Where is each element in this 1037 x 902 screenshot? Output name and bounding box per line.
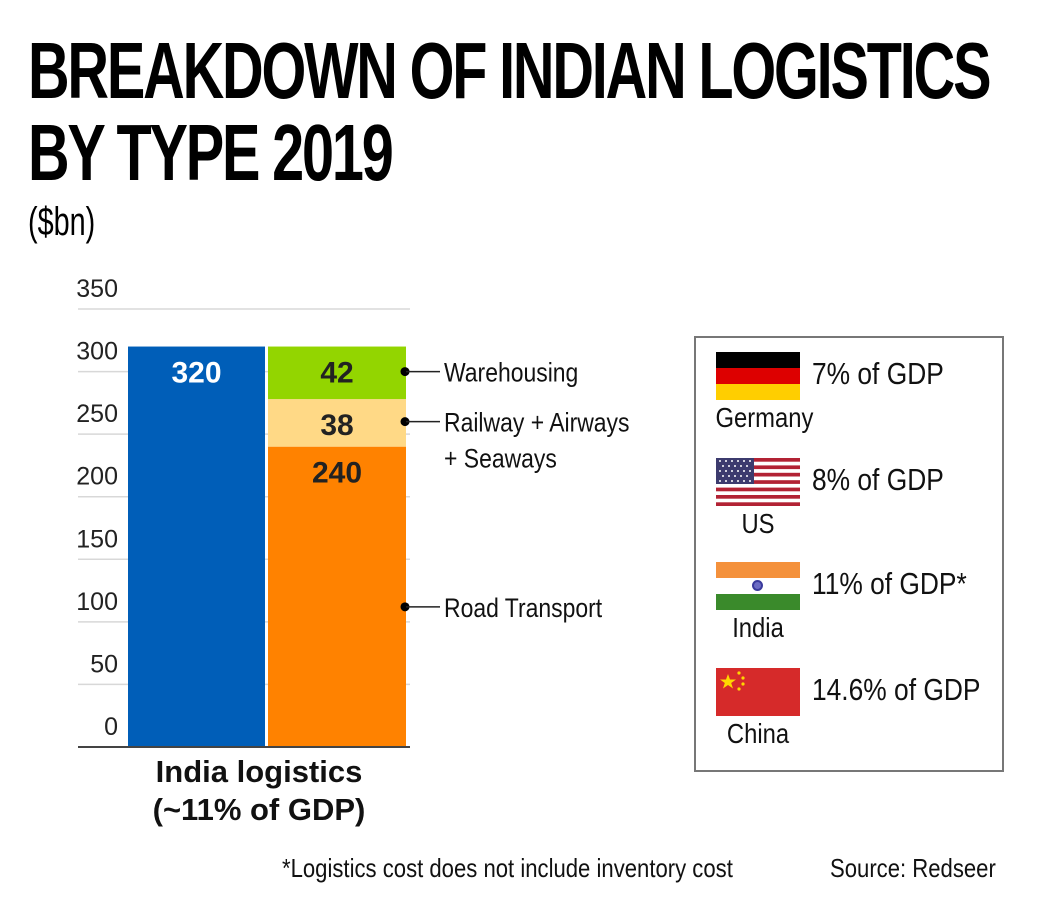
category-label-line-2: (~11% of GDP) bbox=[153, 792, 366, 827]
legend-country: China bbox=[726, 718, 790, 749]
legend-value: 14.6% of GDP bbox=[812, 672, 981, 707]
y-tick-label: 250 bbox=[76, 400, 118, 428]
bar-segment-road-transport bbox=[268, 446, 406, 747]
us-flag-icon bbox=[716, 458, 800, 506]
gdp-legend: 7% of GDP Germany bbox=[694, 336, 1004, 772]
unit-label: ($bn) bbox=[28, 200, 96, 244]
y-tick-label: 350 bbox=[76, 275, 118, 303]
annotation-label: Warehousing bbox=[444, 358, 578, 388]
bar-segment-warehousing bbox=[268, 346, 406, 400]
annotation-dot bbox=[400, 367, 410, 377]
title-line-1: BREAKDOWN OF INDIAN LOGISTICS bbox=[28, 26, 991, 115]
bar-total-label: 320 bbox=[171, 357, 221, 390]
bars: 320 240 38 42 bbox=[128, 346, 406, 747]
legend-value: 8% of GDP bbox=[812, 462, 944, 497]
y-tick-label: 100 bbox=[76, 588, 118, 616]
legend-value: 7% of GDP bbox=[812, 356, 944, 391]
annotation-label: Railway + Airways bbox=[444, 408, 630, 438]
legend-country: US bbox=[741, 508, 775, 539]
bar-segment-label: 42 bbox=[320, 357, 353, 390]
annotations: Road Transport Railway + Airways + Seaways… bbox=[400, 358, 630, 623]
legend-value: 11% of GDP* bbox=[812, 566, 967, 601]
chart-title: BREAKDOWN OF INDIAN LOGISTICS BY TYPE 20… bbox=[28, 26, 991, 197]
annotation-label: + Seaways bbox=[444, 444, 557, 474]
bar-total bbox=[128, 346, 265, 747]
china-flag-icon bbox=[716, 668, 800, 716]
bar-segment-label: 240 bbox=[312, 457, 362, 490]
title-line-2: BY TYPE 2019 bbox=[28, 108, 394, 197]
annotation-dot bbox=[400, 417, 410, 427]
india-flag-icon bbox=[716, 562, 800, 610]
legend-country: India bbox=[732, 612, 784, 643]
y-tick-label: 300 bbox=[76, 338, 118, 366]
y-tick-label: 200 bbox=[76, 463, 118, 491]
y-tick-label: 50 bbox=[90, 650, 118, 678]
y-tick-label: 0 bbox=[104, 713, 118, 741]
source-credit: Source: Redseer bbox=[830, 853, 996, 883]
annotation-label: Road Transport bbox=[444, 593, 602, 623]
bar-segment-label: 38 bbox=[320, 409, 353, 442]
legend-country: Germany bbox=[715, 402, 814, 433]
bar-segment-railway-airways-seaways bbox=[268, 399, 406, 447]
footnote: *Logistics cost does not include invento… bbox=[282, 853, 733, 883]
y-axis-ticks: 0 50 100 150 200 250 300 350 bbox=[76, 275, 118, 741]
y-tick-label: 150 bbox=[76, 525, 118, 553]
germany-flag-icon bbox=[716, 352, 800, 400]
annotation-dot bbox=[400, 602, 410, 612]
category-label-line-1: India logistics bbox=[156, 754, 363, 789]
